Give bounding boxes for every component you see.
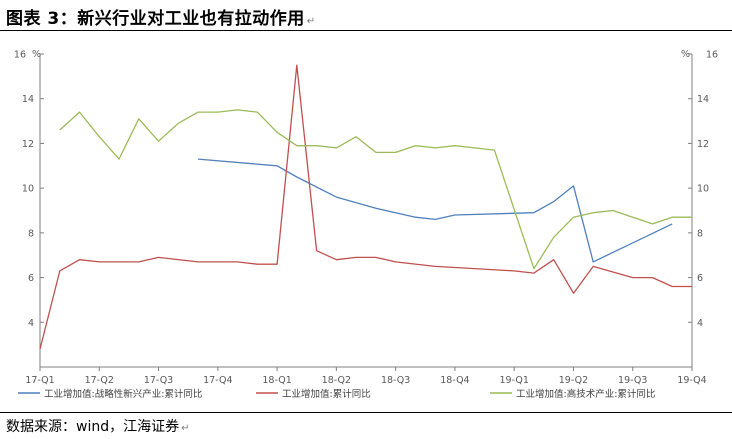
y-left-tick-label: 10 xyxy=(22,184,34,195)
y-left-tick-label: 12 xyxy=(22,139,34,150)
x-tick-label: 17-Q2 xyxy=(85,375,114,386)
x-tick-label: 17-Q1 xyxy=(25,375,54,386)
legend-label-2: 工业增加值:累计同比 xyxy=(282,388,371,400)
x-tick-label: 19-Q2 xyxy=(559,375,588,386)
legend-label-1: 工业增加值:战略性新兴产业:累计同比 xyxy=(44,388,202,400)
title-rule xyxy=(0,30,732,31)
figure-title-text: 图表 3：新兴行业对工业也有拉动作用 xyxy=(6,9,305,29)
y-right-tick-label: 14 xyxy=(697,94,709,105)
y-right-tick-label: 4 xyxy=(697,318,703,329)
y-left-tick-label: 6 xyxy=(28,273,34,284)
y-left-tick-label: 14 xyxy=(22,94,34,105)
series-line-3 xyxy=(59,109,692,270)
y-left-tick-label: 16 xyxy=(14,50,26,61)
x-tick-label: 18-Q1 xyxy=(262,375,291,386)
figure-title: 图表 3：新兴行业对工业也有拉动作用 ↵ xyxy=(6,4,316,29)
y-right-tick-label: 6 xyxy=(697,273,703,284)
x-tick-label: 19-Q4 xyxy=(677,375,706,386)
y-right-tick-label: 8 xyxy=(697,228,703,239)
series-line-1 xyxy=(198,158,673,263)
x-tick-label: 17-Q3 xyxy=(144,375,173,386)
y-left-tick-label: 8 xyxy=(28,228,34,239)
x-tick-label: 19-Q3 xyxy=(618,375,647,386)
source-note: 数据来源：wind，江海证券 ↵ xyxy=(6,416,190,436)
return-mark-icon: ↵ xyxy=(306,16,316,27)
y-right-tick-label: 12 xyxy=(697,139,709,150)
line-chart: % % 4 6 8 10 12 14 16 4 6 8 10 12 14 16 17-Q1 17-Q2 17-Q3 1… xyxy=(14,49,718,400)
y-right-unit: % xyxy=(681,49,690,60)
x-tick-label: 18-Q4 xyxy=(440,375,469,386)
source-rule xyxy=(0,412,732,413)
y-right-tick-label: 10 xyxy=(697,184,709,195)
x-tick-label: 18-Q3 xyxy=(381,375,410,386)
y-right-tick-label: 16 xyxy=(706,50,718,61)
x-tick-label: 19-Q1 xyxy=(499,375,528,386)
y-left-tick-label: 4 xyxy=(28,318,34,329)
x-tick-label: 17-Q4 xyxy=(203,375,232,386)
legend-label-3: 工业增加值:高技术产业:累计同比 xyxy=(516,388,655,400)
x-tick-label: 18-Q2 xyxy=(322,375,351,386)
source-text: 数据来源：wind，江海证券 xyxy=(6,419,180,435)
series-line-2 xyxy=(39,64,692,350)
source-return-mark-icon: ↵ xyxy=(181,423,190,434)
y-left-unit: % xyxy=(32,49,41,60)
